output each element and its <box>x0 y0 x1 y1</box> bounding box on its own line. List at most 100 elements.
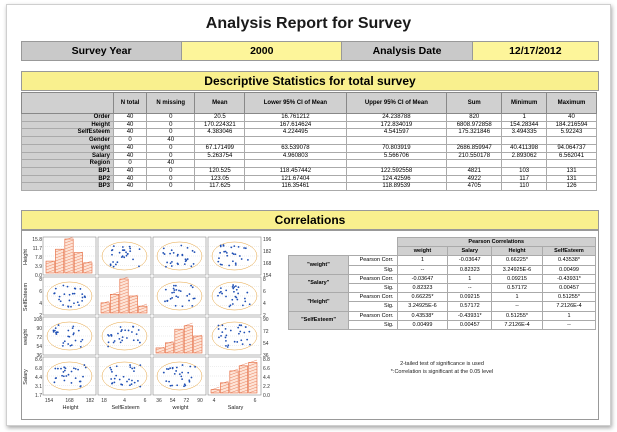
sig-value: -- <box>396 264 449 275</box>
desc-cell: 63.539078 <box>244 143 347 153</box>
scatter-point <box>79 345 82 348</box>
scatter-point <box>236 298 239 301</box>
histogram-hatch <box>74 266 83 271</box>
desc-cell: 131 <box>546 174 597 184</box>
histogram-hatch <box>64 269 74 274</box>
corr-blank <box>289 238 349 247</box>
x-tick-label: 4 <box>123 398 126 404</box>
scatter-point <box>138 265 140 268</box>
scatter-point <box>234 253 237 256</box>
desc-cell <box>501 159 548 168</box>
x-tick-label: 6 <box>254 398 257 404</box>
scatter-point <box>238 255 241 257</box>
scatter-point <box>136 339 139 342</box>
histogram-hatch <box>74 260 83 265</box>
scatter-point <box>62 342 65 344</box>
scatter-point <box>228 264 231 267</box>
desc-cell: 170.224321 <box>194 120 246 130</box>
desc-cell: 94.064737 <box>546 143 597 153</box>
histogram-hatch <box>248 359 258 364</box>
scatter-point <box>54 377 57 380</box>
y-tick-label: 1.7 <box>35 393 42 399</box>
scatter-point <box>139 364 142 367</box>
histogram-hatch <box>110 291 119 296</box>
pearson-value: 0.09215 <box>447 292 493 303</box>
histogram-hatch <box>155 346 165 351</box>
scatter-point <box>66 285 69 288</box>
scatter-point <box>224 336 227 339</box>
scatter-point <box>227 344 230 347</box>
pearson-value: 0.51255* <box>542 292 596 303</box>
sig-label: Sig. <box>348 301 398 312</box>
desc-cell: 154.28344 <box>501 120 548 130</box>
pearson-label: Pearson Corr. <box>348 273 398 284</box>
histogram-hatch <box>248 374 258 379</box>
y-tick-label: 4 <box>263 301 266 307</box>
scatter-point <box>79 380 82 383</box>
scatter-point <box>54 287 57 290</box>
desc-cell: 4.541597 <box>345 128 448 138</box>
scatter-point <box>112 341 115 344</box>
scatter-point <box>119 341 122 344</box>
desc-cell: 820 <box>446 113 503 122</box>
desc-row-label: Salary <box>21 151 114 161</box>
desc-cell: 124.42596 <box>345 174 448 184</box>
scatter-point <box>181 371 184 374</box>
y-tick-label: 4.4 <box>263 375 270 381</box>
desc-cell: 117 <box>501 174 548 184</box>
scatter-point <box>110 333 112 336</box>
scatter-point <box>74 287 77 290</box>
scatter-point <box>121 246 124 248</box>
scatter-point <box>193 297 196 300</box>
desc-cell: 118.89539 <box>345 182 448 192</box>
histogram-hatch <box>210 386 220 391</box>
histogram-bar <box>165 342 175 354</box>
scatter-point <box>133 370 135 373</box>
scatter-point <box>120 256 123 259</box>
scatter-point <box>162 247 165 250</box>
scatter-point <box>166 299 169 302</box>
scatter-point <box>74 339 77 342</box>
scatter-point <box>222 244 225 246</box>
sig-value: 0.82323 <box>447 264 493 275</box>
scatter-point <box>170 249 173 252</box>
sig-value: 0.00499 <box>542 264 596 275</box>
y-tick-label: 2 <box>39 313 42 319</box>
scatter-point <box>189 365 192 368</box>
scatter-point <box>181 378 184 381</box>
scatter-point <box>166 261 169 264</box>
histogram-bar <box>248 362 258 394</box>
corr-col-header: Height <box>491 246 544 257</box>
scatter-point <box>167 368 170 370</box>
scatter-point <box>177 296 179 299</box>
desc-col-header: Maximum <box>546 92 597 114</box>
scatter-point <box>244 326 247 328</box>
histogram-hatch <box>83 269 93 274</box>
y-tick-label: 196 <box>263 237 272 243</box>
y-tick-label: 54 <box>263 341 269 347</box>
histogram-hatch <box>45 260 55 265</box>
scatter-point <box>169 384 172 387</box>
y-tick-label: 72 <box>263 329 269 335</box>
scatter-point <box>53 292 56 295</box>
scatter-point <box>233 340 236 343</box>
desc-cell: 5.263754 <box>194 151 246 161</box>
scatter-point <box>78 304 80 307</box>
scatter-point <box>221 324 224 327</box>
desc-cell: 120.525 <box>194 166 246 176</box>
scatter-point <box>217 294 219 297</box>
histogram-hatch <box>174 331 184 336</box>
histogram-hatch <box>119 288 129 293</box>
scatter-point <box>68 293 71 296</box>
scatter-point <box>61 344 64 347</box>
scatter-point <box>173 372 176 375</box>
histogram-hatch <box>129 294 138 299</box>
desc-row: BP2 40 0 123.05 121.67404 124.42596 4922 117 131 <box>21 174 597 184</box>
scatter-point <box>139 385 142 388</box>
histogram-hatch <box>184 334 193 339</box>
scatter-point <box>132 258 134 261</box>
histogram-hatch <box>119 276 129 281</box>
scatter-point <box>126 252 129 255</box>
pearson-label: Pearson Corr. <box>348 292 398 303</box>
scatter-point <box>111 370 113 373</box>
